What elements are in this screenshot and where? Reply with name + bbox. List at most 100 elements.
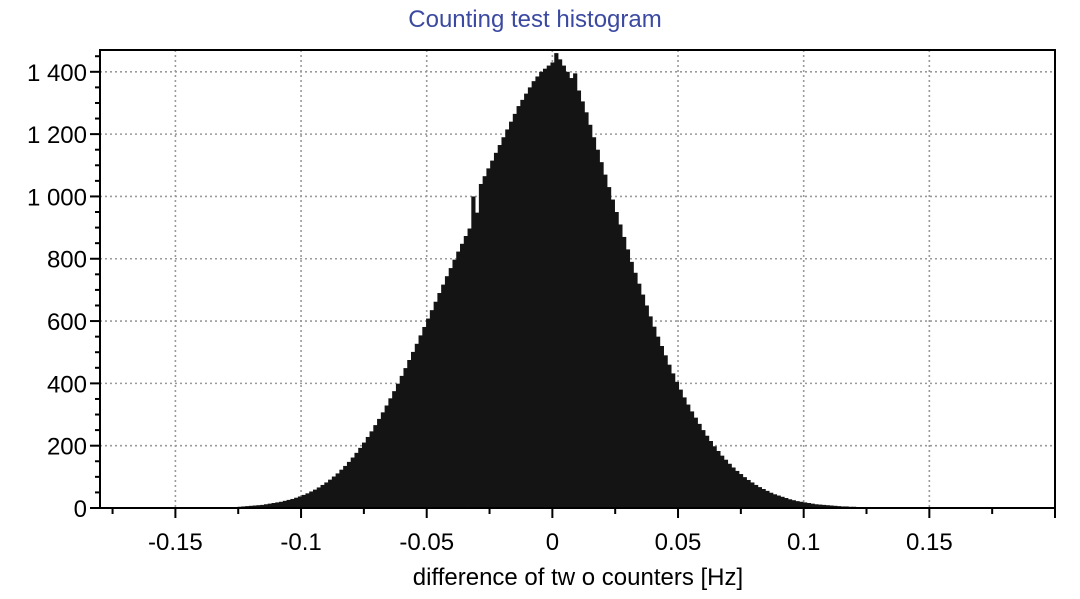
histogram-bar xyxy=(426,318,431,508)
y-tick-label: 0 xyxy=(74,496,87,523)
histogram-bar xyxy=(686,404,691,508)
histogram-bar xyxy=(550,62,555,508)
y-tick-label: 1 400 xyxy=(27,60,87,87)
histogram-bar xyxy=(833,505,838,508)
histogram-bar xyxy=(520,99,525,508)
histogram-bar xyxy=(452,259,457,508)
histogram-bar xyxy=(527,87,533,508)
y-tick-label: 200 xyxy=(47,434,87,461)
histogram-bar xyxy=(505,129,510,508)
histogram-bar xyxy=(395,383,401,508)
histogram-bar xyxy=(803,502,808,508)
histogram-bar xyxy=(535,76,540,508)
x-tick-label: -0.15 xyxy=(148,529,203,556)
histogram-bar xyxy=(735,470,740,508)
histogram-bar xyxy=(671,373,676,508)
histogram-bar xyxy=(493,152,499,508)
histogram-bar xyxy=(720,455,725,508)
histogram-bar xyxy=(256,505,261,508)
histogram-bar xyxy=(678,389,683,508)
histogram-bar xyxy=(260,504,265,508)
histogram-bar xyxy=(772,494,778,508)
histogram-bar xyxy=(637,283,642,508)
histogram-bar xyxy=(558,59,563,509)
histogram-bar xyxy=(765,490,770,508)
histogram-bars xyxy=(237,53,868,509)
histogram-bar xyxy=(588,124,593,508)
histogram-bar xyxy=(750,482,755,508)
histogram-bar xyxy=(769,492,774,508)
histogram-bar xyxy=(282,500,288,508)
histogram-bar xyxy=(444,276,450,508)
histogram-bar xyxy=(689,411,695,508)
histogram-bar xyxy=(625,249,631,508)
histogram-bar xyxy=(742,477,747,508)
histogram-bar xyxy=(509,121,514,509)
histogram-bar xyxy=(248,505,254,508)
histogram-bar xyxy=(460,243,465,508)
histogram-bar xyxy=(705,435,710,508)
histogram-bar xyxy=(542,68,548,508)
histogram-bar xyxy=(648,316,653,508)
histogram-bar xyxy=(814,504,819,508)
histogram-bar xyxy=(580,101,585,508)
histogram-bar xyxy=(290,498,295,508)
histogram-bar xyxy=(361,442,367,508)
histogram-bar xyxy=(339,469,344,508)
histogram-bar xyxy=(795,501,800,508)
y-tick-label: 1 000 xyxy=(27,184,87,211)
histogram-bar xyxy=(667,364,672,508)
histogram-bar xyxy=(697,423,702,508)
histogram-bar xyxy=(279,501,284,508)
histogram-bar xyxy=(501,137,506,508)
histogram-bar xyxy=(727,463,732,508)
histogram-bar xyxy=(731,467,736,508)
histogram-bar xyxy=(712,446,717,508)
histogram-bar xyxy=(490,160,495,508)
histogram-bar xyxy=(565,71,570,509)
histogram-bar xyxy=(516,106,521,508)
x-tick-label: -0.05 xyxy=(399,529,454,556)
histogram-bar xyxy=(825,505,830,508)
y-tick-label: 800 xyxy=(47,247,87,274)
histogram-bar xyxy=(331,476,337,508)
histogram-bar xyxy=(384,405,389,508)
x-tick-label: 0 xyxy=(546,529,559,556)
histogram-bar xyxy=(335,473,340,508)
histogram-bar xyxy=(659,345,664,508)
histogram-bar xyxy=(467,228,472,508)
histogram-bar xyxy=(497,145,502,508)
histogram-bar xyxy=(569,78,574,508)
histogram-bar xyxy=(652,326,657,508)
histogram-bar xyxy=(305,493,310,508)
histogram-bar xyxy=(429,310,435,508)
histogram-bar xyxy=(716,450,721,508)
histogram-bar xyxy=(618,224,623,508)
histogram-bar xyxy=(603,174,608,508)
x-axis: -0.15 -0.1 -0.05 0 0.05 0.1 0.15 xyxy=(111,508,1056,556)
histogram-bar xyxy=(810,503,815,508)
histogram-bar xyxy=(441,284,446,508)
histogram-bar xyxy=(561,65,566,508)
histogram-bar xyxy=(531,81,536,508)
x-tick-label: 0.1 xyxy=(787,529,820,556)
histogram-bar xyxy=(320,484,325,508)
histogram-bar xyxy=(512,113,517,508)
histogram-bar xyxy=(595,149,600,508)
histogram-bar xyxy=(701,430,706,508)
histogram-bar xyxy=(539,71,544,509)
histogram-bar xyxy=(818,504,823,508)
histogram-bar xyxy=(663,355,668,508)
histogram-bar xyxy=(343,465,348,508)
histogram-bar xyxy=(546,65,551,508)
histogram-bar xyxy=(475,212,480,509)
histogram-bar xyxy=(399,375,404,508)
histogram-bar xyxy=(369,431,374,508)
histogram-bar xyxy=(622,236,627,508)
histogram-bar xyxy=(463,236,468,508)
histogram-bar xyxy=(403,368,408,508)
histogram-bar xyxy=(761,488,766,508)
histogram-bar xyxy=(388,398,393,508)
histogram-bar xyxy=(607,187,612,508)
